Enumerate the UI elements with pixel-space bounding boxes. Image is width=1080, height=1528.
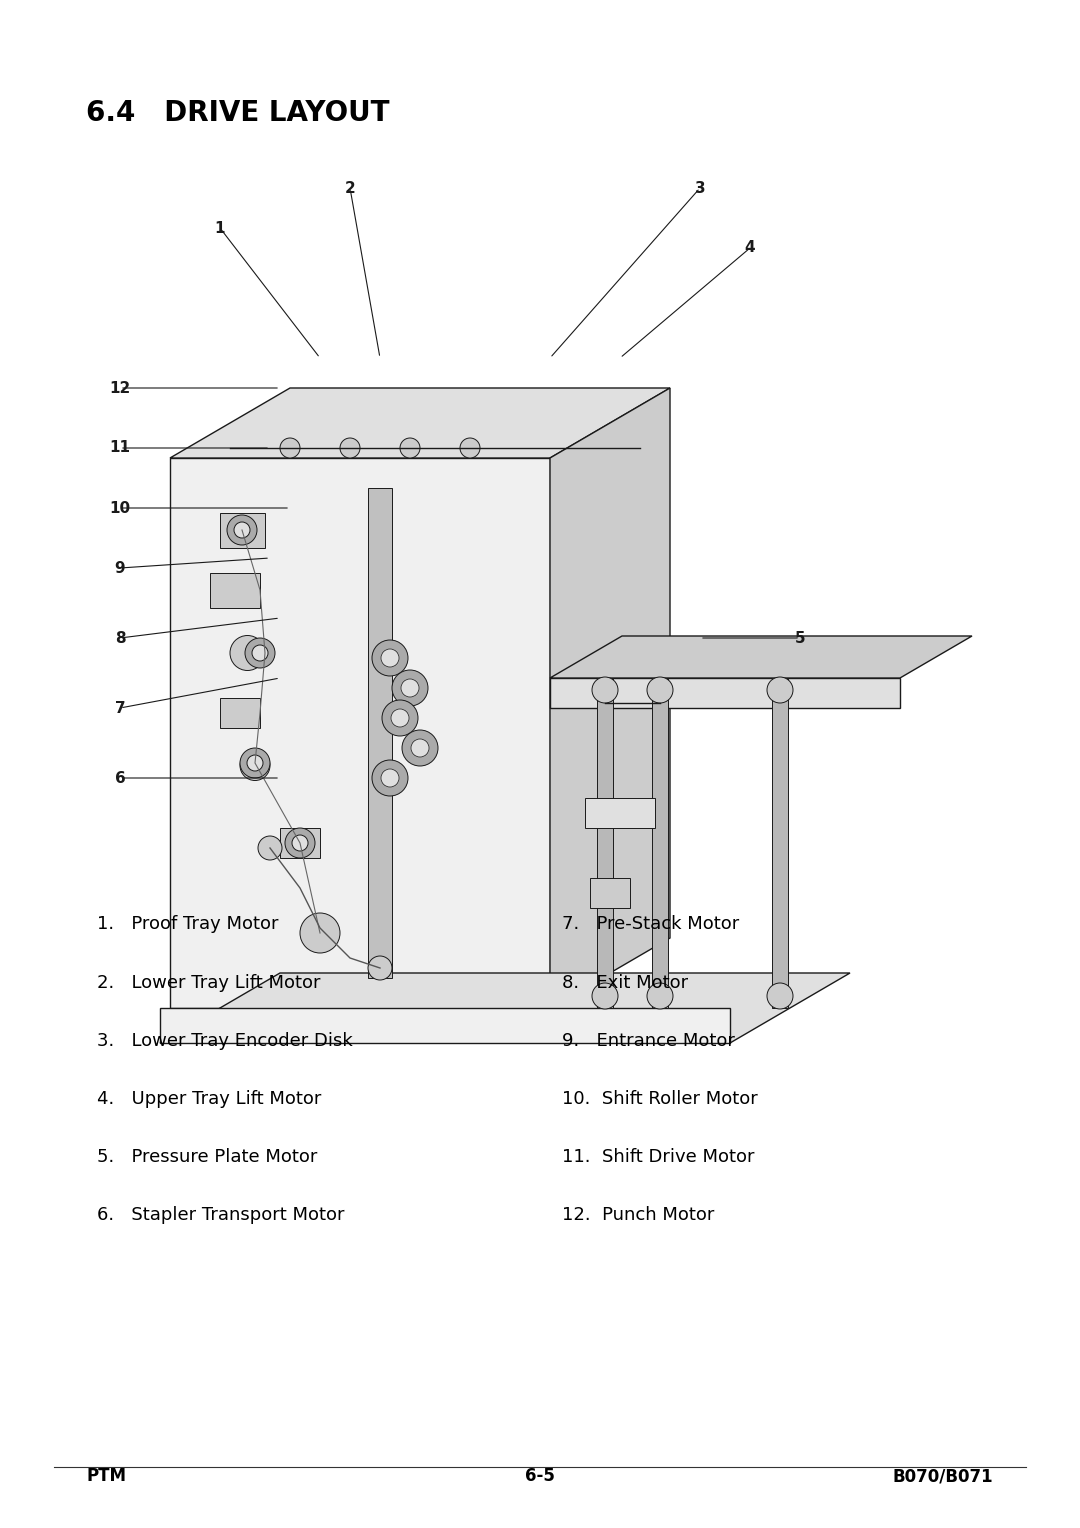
Polygon shape <box>585 798 654 828</box>
Polygon shape <box>170 458 550 1008</box>
Circle shape <box>240 750 270 781</box>
Polygon shape <box>220 513 265 549</box>
Text: 11: 11 <box>109 440 131 455</box>
Circle shape <box>280 439 300 458</box>
Circle shape <box>285 828 315 859</box>
Polygon shape <box>160 973 850 1044</box>
Circle shape <box>381 649 399 668</box>
Circle shape <box>592 983 618 1008</box>
Circle shape <box>647 677 673 703</box>
Text: 4.   Upper Tray Lift Motor: 4. Upper Tray Lift Motor <box>97 1089 322 1108</box>
Circle shape <box>300 914 340 953</box>
Circle shape <box>240 749 270 778</box>
Polygon shape <box>170 388 670 458</box>
Text: 11.  Shift Drive Motor: 11. Shift Drive Motor <box>562 1148 754 1166</box>
Circle shape <box>767 983 793 1008</box>
Text: 4: 4 <box>745 240 755 255</box>
Text: 2: 2 <box>345 180 355 196</box>
Circle shape <box>401 678 419 697</box>
Polygon shape <box>550 636 972 678</box>
Circle shape <box>247 755 264 772</box>
Text: 5.   Pressure Plate Motor: 5. Pressure Plate Motor <box>97 1148 318 1166</box>
Text: 9.   Entrance Motor: 9. Entrance Motor <box>562 1031 734 1050</box>
Text: 5: 5 <box>795 631 806 645</box>
Circle shape <box>245 639 275 668</box>
Text: B070/B071: B070/B071 <box>893 1467 994 1485</box>
Polygon shape <box>368 487 392 978</box>
Text: 6: 6 <box>114 770 125 785</box>
Text: 6.   Stapler Transport Motor: 6. Stapler Transport Motor <box>97 1206 345 1224</box>
Polygon shape <box>597 678 613 1008</box>
Circle shape <box>258 836 282 860</box>
Text: 2.   Lower Tray Lift Motor: 2. Lower Tray Lift Motor <box>97 973 321 992</box>
Circle shape <box>372 640 408 675</box>
Text: 9: 9 <box>114 561 125 576</box>
Circle shape <box>227 515 257 545</box>
Circle shape <box>392 669 428 706</box>
Text: 6-5: 6-5 <box>525 1467 555 1485</box>
Circle shape <box>592 677 618 703</box>
Circle shape <box>252 645 268 662</box>
Circle shape <box>340 439 360 458</box>
Text: 3.   Lower Tray Encoder Disk: 3. Lower Tray Encoder Disk <box>97 1031 353 1050</box>
Text: 1.   Proof Tray Motor: 1. Proof Tray Motor <box>97 915 279 934</box>
Circle shape <box>234 523 249 538</box>
Text: PTM: PTM <box>86 1467 126 1485</box>
Circle shape <box>372 759 408 796</box>
Text: 6.4   DRIVE LAYOUT: 6.4 DRIVE LAYOUT <box>86 99 390 127</box>
Polygon shape <box>550 388 670 1008</box>
Text: 7: 7 <box>114 700 125 715</box>
Polygon shape <box>160 1008 730 1044</box>
Circle shape <box>292 834 308 851</box>
Circle shape <box>400 439 420 458</box>
Text: 10: 10 <box>109 501 131 515</box>
Text: 1: 1 <box>215 220 226 235</box>
Circle shape <box>391 709 409 727</box>
Circle shape <box>381 769 399 787</box>
Text: 8.   Exit Motor: 8. Exit Motor <box>562 973 688 992</box>
Text: 8: 8 <box>114 631 125 645</box>
Circle shape <box>767 677 793 703</box>
Polygon shape <box>590 879 630 908</box>
Circle shape <box>402 730 438 766</box>
Circle shape <box>230 636 265 671</box>
Circle shape <box>382 700 418 736</box>
Polygon shape <box>772 678 788 1008</box>
Text: 12.  Punch Motor: 12. Punch Motor <box>562 1206 714 1224</box>
Circle shape <box>368 957 392 979</box>
Text: 3: 3 <box>694 180 705 196</box>
Polygon shape <box>280 828 320 859</box>
Polygon shape <box>652 678 669 1008</box>
Circle shape <box>411 740 429 756</box>
Text: 12: 12 <box>109 380 131 396</box>
Circle shape <box>460 439 480 458</box>
Polygon shape <box>210 573 260 608</box>
Text: 7.   Pre-Stack Motor: 7. Pre-Stack Motor <box>562 915 739 934</box>
Polygon shape <box>220 698 260 727</box>
Polygon shape <box>550 678 900 707</box>
Text: 10.  Shift Roller Motor: 10. Shift Roller Motor <box>562 1089 757 1108</box>
Circle shape <box>647 983 673 1008</box>
